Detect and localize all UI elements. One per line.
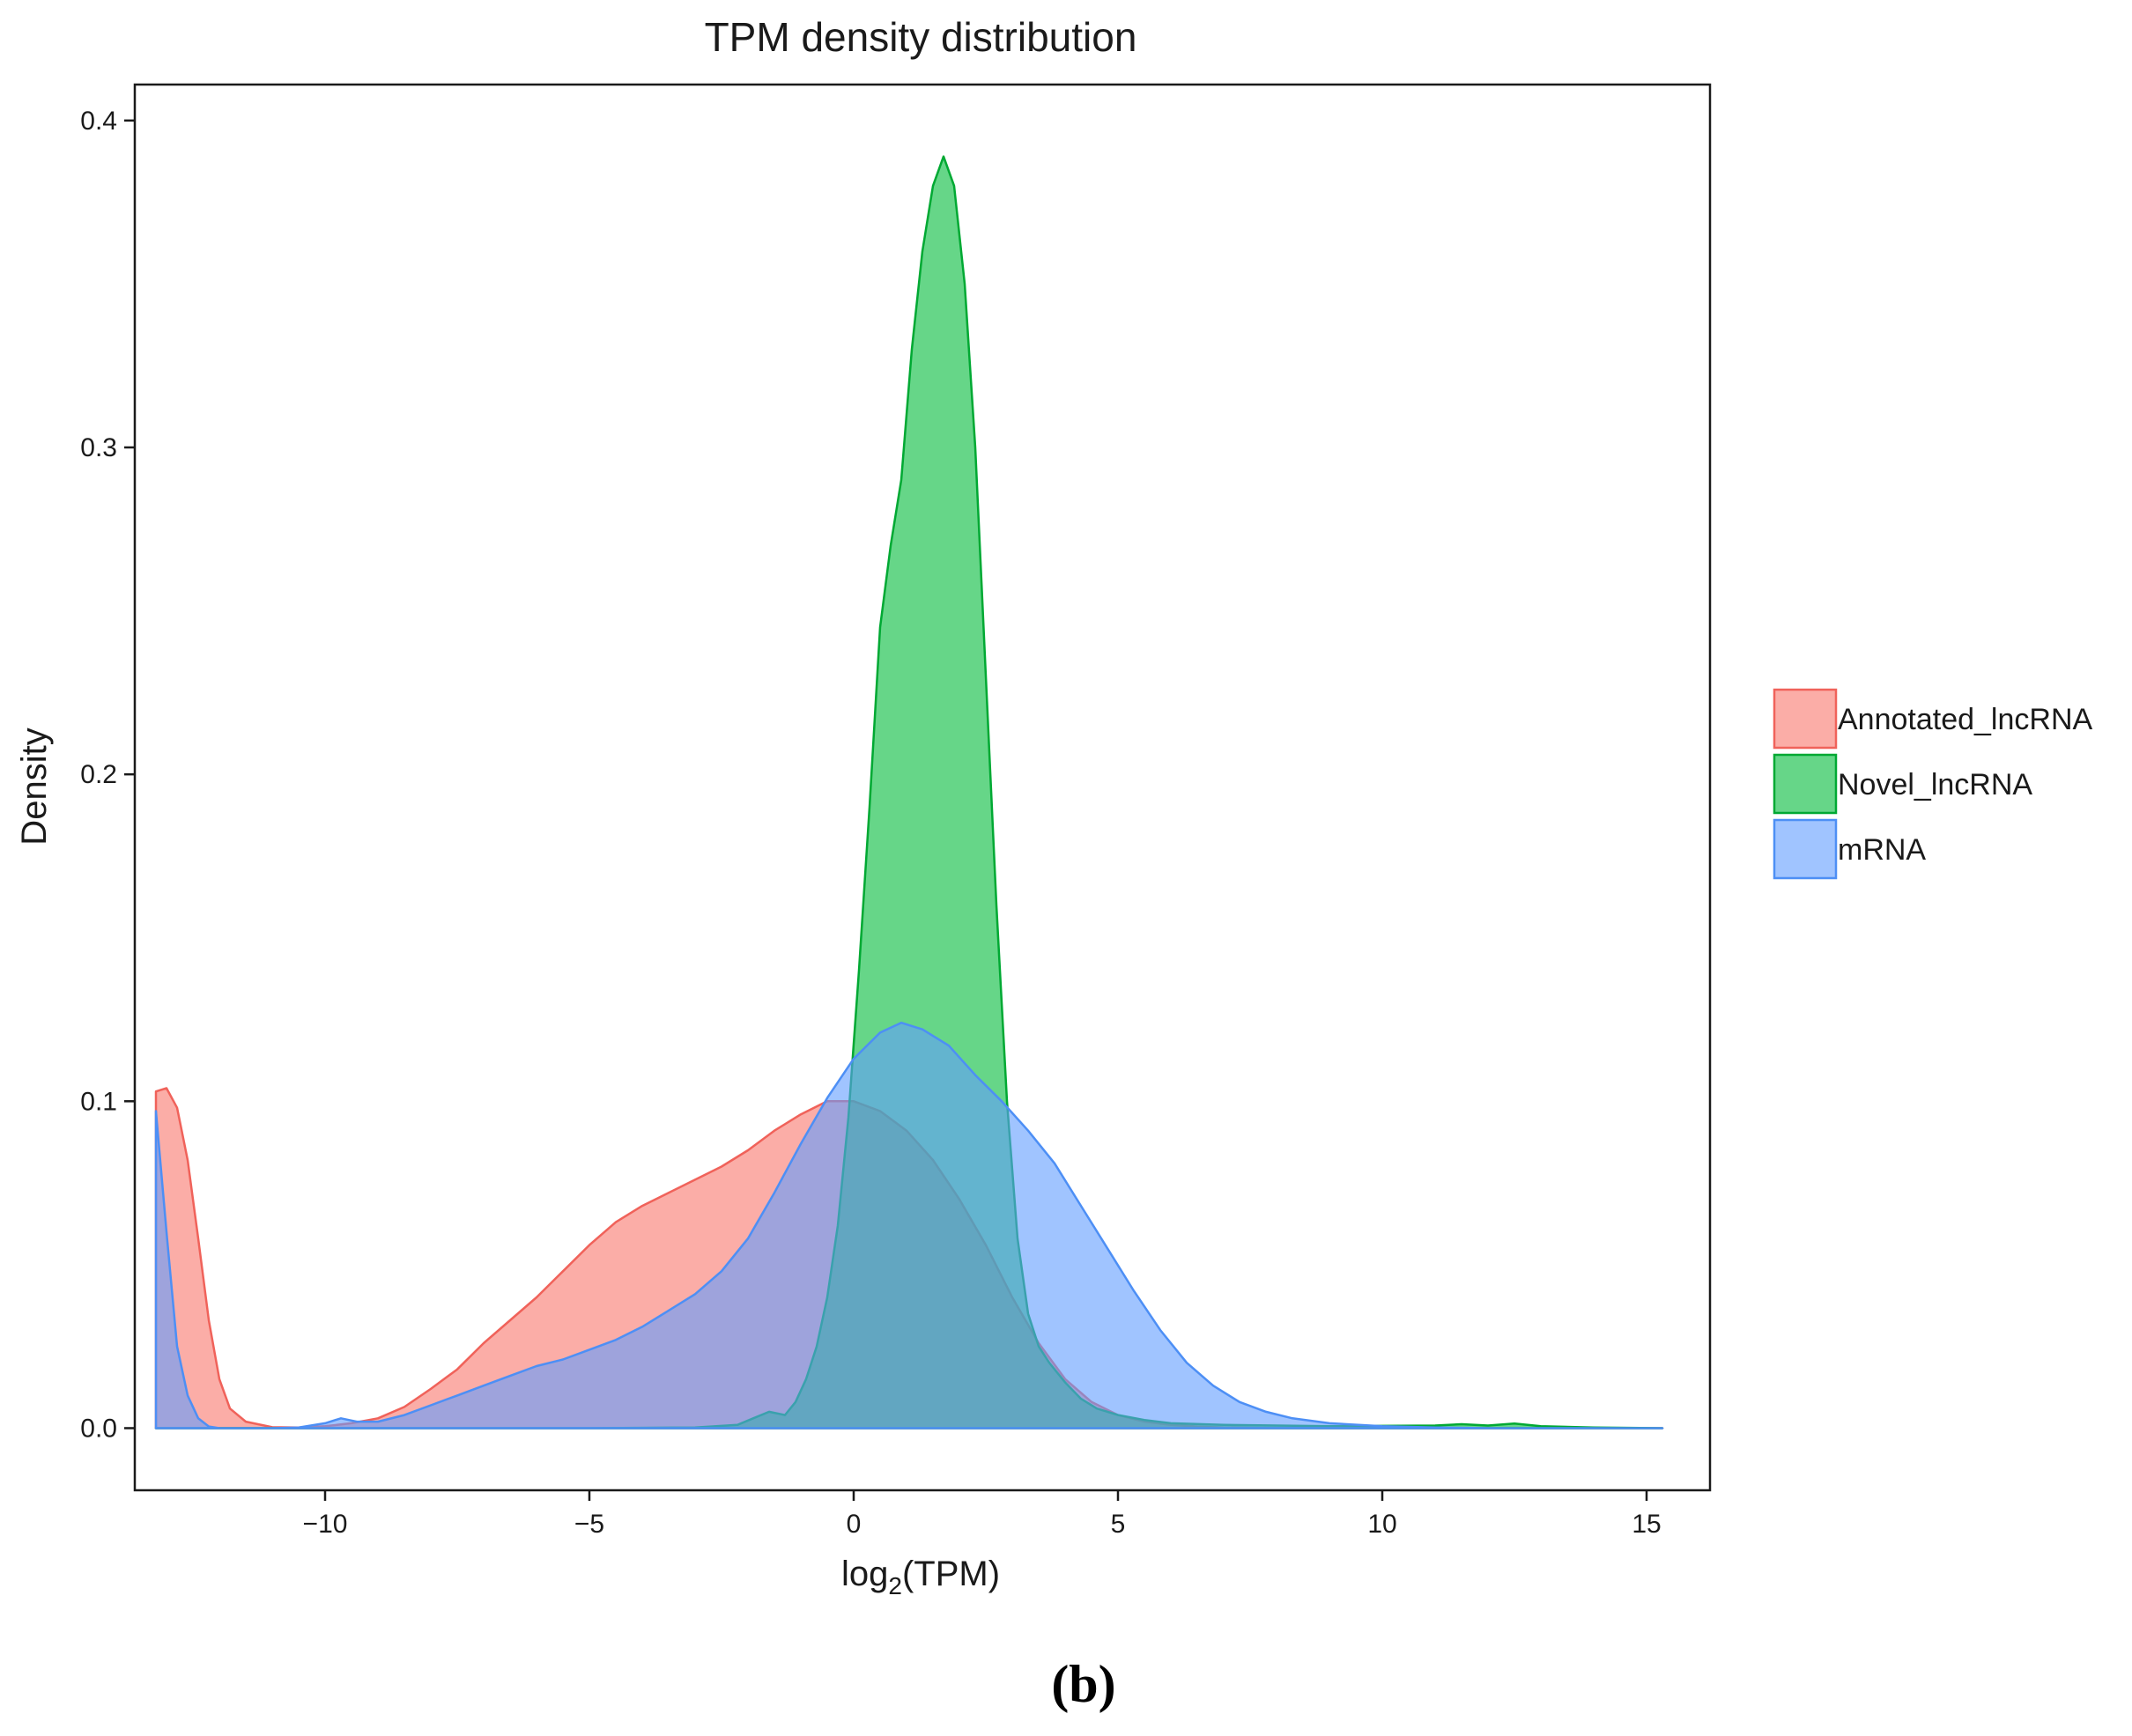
x-axis-title-subscript: 2: [888, 1572, 902, 1599]
x-tick-label: 0: [847, 1510, 862, 1539]
y-axis-title: Density: [15, 728, 54, 845]
y-tick-label: 0.2: [80, 760, 117, 789]
x-axis-title: log2(TPM): [841, 1555, 1000, 1599]
y-tick-label: 0.4: [80, 107, 117, 136]
x-tick-label: 5: [1111, 1510, 1126, 1539]
plot-panel-border: [133, 83, 1712, 1492]
x-axis-title-prefix: log: [841, 1555, 888, 1593]
plot-area: [154, 155, 1664, 1429]
y-tick-label: 0.1: [80, 1087, 117, 1116]
x-tick-label: 15: [1632, 1510, 1661, 1539]
x-axis-title-suffix: (TPM): [902, 1555, 1000, 1593]
figure-caption: (b): [1051, 1655, 1115, 1713]
x-tick-label: 10: [1367, 1510, 1396, 1539]
legend-key-novel-lncrna: [1773, 753, 1838, 815]
x-axis: −10 −5 0 5 10 15: [303, 1490, 1662, 1539]
y-axis: 0.0 0.1 0.2 0.3 0.4: [80, 107, 135, 1443]
y-tick-label: 0.3: [80, 433, 117, 462]
legend-label: Novel_lncRNA: [1838, 768, 2032, 802]
legend-key-annotated-lncrna: [1773, 688, 1838, 750]
y-tick-label: 0.0: [80, 1414, 117, 1443]
chart-title: TPM density distribution: [705, 14, 1137, 60]
x-tick-label: −10: [303, 1510, 348, 1539]
legend: Annotated_lncRNA Novel_lncRNA mRNA: [1773, 688, 2093, 880]
legend-label: Annotated_lncRNA: [1838, 703, 2093, 736]
density-area-mrna: [154, 1021, 1664, 1429]
legend-label: mRNA: [1838, 833, 1926, 867]
legend-key-mrna: [1773, 818, 1838, 880]
x-tick-label: −5: [574, 1510, 604, 1539]
